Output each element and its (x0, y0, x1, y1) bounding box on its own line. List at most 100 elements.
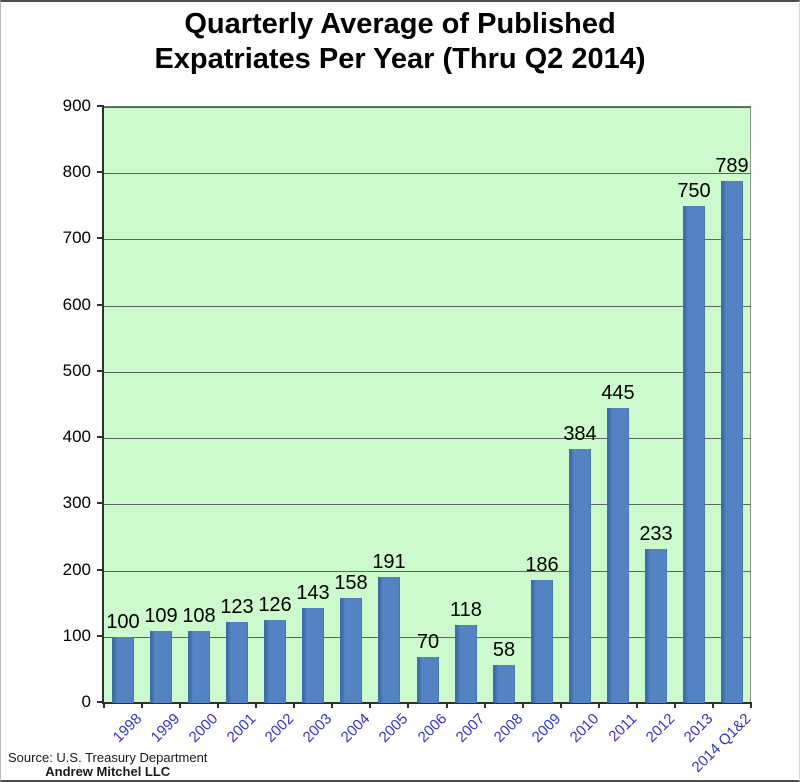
plot-inner: 100 109 108 123 126 143 158 191 70 118 58 186 384 445… (104, 107, 751, 703)
bar-2001 (226, 622, 248, 703)
x-tick-mark-0 (103, 702, 105, 708)
bar-2002 (264, 620, 286, 703)
x-axis-label-1998: 1998 (109, 710, 146, 746)
x-tick-mark-12 (560, 702, 562, 708)
y-axis-label-800: 800 (62, 162, 91, 181)
x-axis-label-2009: 2009 (528, 710, 565, 746)
x-tick-mark-7 (369, 702, 371, 708)
value-label-2014-q1&2: 789 (715, 155, 749, 177)
y-axis-label-200: 200 (62, 560, 91, 579)
source-line-1: Source: U.S. Treasury Department (8, 750, 208, 765)
bar-2003 (302, 608, 324, 703)
bar-1998 (112, 637, 134, 703)
x-axis-label-2011: 2011 (605, 710, 641, 746)
x-axis-label-2012: 2012 (642, 710, 679, 746)
x-axis-label-2006: 2006 (414, 710, 451, 746)
bar-2012 (645, 549, 667, 703)
x-axis-label-2003: 2003 (299, 710, 336, 746)
bar-2008 (493, 665, 515, 703)
y-tick-mark-400 (97, 436, 104, 438)
y-axis-label-700: 700 (62, 228, 91, 247)
value-label-2009: 186 (525, 554, 559, 576)
x-tick-mark-5 (293, 702, 295, 708)
bar-2013 (683, 206, 705, 703)
y-axis-label-600: 600 (62, 295, 91, 314)
y-axis-label-400: 400 (62, 427, 91, 446)
value-label-2010: 384 (563, 423, 597, 445)
bar-2005 (378, 577, 400, 703)
x-axis-label-2010: 2010 (566, 710, 603, 746)
value-label-2006: 70 (416, 631, 440, 653)
gridline-700 (104, 239, 751, 241)
y-tick-mark-700 (97, 237, 104, 239)
value-label-2013: 750 (677, 180, 711, 202)
bar-2014-q1&2 (721, 181, 743, 703)
bar-2007 (455, 625, 477, 703)
x-tick-mark-2 (179, 702, 181, 708)
y-tick-mark-800 (97, 171, 104, 173)
value-label-2005: 191 (372, 551, 406, 573)
y-tick-mark-600 (97, 304, 104, 306)
x-tick-mark-17 (750, 702, 752, 708)
x-axis-label-2000: 2000 (185, 710, 222, 746)
bar-2011 (607, 408, 629, 703)
gridline-200 (104, 570, 751, 572)
x-axis-label-1999: 1999 (147, 710, 184, 746)
x-tick-mark-1 (141, 702, 143, 708)
y-tick-mark-0 (97, 701, 104, 703)
bar-2004 (340, 598, 362, 703)
x-axis-label-2004: 2004 (337, 710, 374, 746)
value-label-2000: 108 (182, 605, 216, 627)
y-tick-mark-500 (97, 370, 104, 372)
value-label-2002: 126 (258, 594, 292, 616)
x-tick-mark-4 (255, 702, 257, 708)
source-line-2: Andrew Mitchel LLC (45, 764, 171, 779)
gridline-400 (104, 438, 751, 440)
y-axis-label-0: 0 (81, 692, 91, 711)
y-tick-mark-300 (97, 502, 104, 504)
x-tick-mark-9 (446, 702, 448, 708)
value-label-2011: 445 (601, 382, 635, 404)
value-label-2012: 233 (639, 523, 673, 545)
plot-area: 100 109 108 123 126 143 158 191 70 118 58 186 384 445… (102, 106, 751, 704)
x-tick-mark-15 (674, 702, 676, 708)
x-tick-mark-11 (522, 702, 524, 708)
value-label-2004: 158 (334, 572, 368, 594)
chart-title: Quarterly Average of Published Expatriat… (154, 8, 646, 75)
value-label-2001: 123 (220, 596, 254, 618)
x-axis-label-2005: 2005 (375, 710, 412, 746)
x-axis-label-2001: 2001 (223, 710, 260, 746)
value-label-1998: 100 (106, 611, 140, 633)
x-tick-mark-10 (484, 702, 486, 708)
y-tick-mark-900 (97, 105, 104, 107)
value-label-2008: 58 (492, 639, 516, 661)
x-tick-mark-16 (712, 702, 714, 708)
gridline-100 (104, 636, 751, 638)
x-tick-mark-6 (331, 702, 333, 708)
y-axis-label-100: 100 (62, 626, 91, 645)
y-axis-label-300: 300 (62, 493, 91, 512)
y-tick-mark-100 (97, 635, 104, 637)
x-axis-label-2007: 2007 (452, 710, 489, 746)
gridline-900 (104, 107, 751, 108)
bar-2009 (531, 580, 553, 703)
y-axis-label-500: 500 (62, 361, 91, 380)
bar-1999 (150, 631, 172, 703)
bar-2006 (417, 657, 439, 703)
bar-2010 (569, 449, 591, 703)
bar-2000 (188, 631, 210, 703)
source-note: Source: U.S. Treasury Department Andrew … (8, 751, 207, 779)
gridline-500 (104, 371, 751, 373)
x-tick-mark-8 (407, 702, 409, 708)
y-axis-label-900: 900 (62, 96, 91, 115)
gridline-300 (104, 504, 751, 506)
gridline-600 (104, 305, 751, 307)
value-label-1999: 109 (144, 605, 178, 627)
x-tick-mark-3 (217, 702, 219, 708)
value-label-2007: 118 (450, 599, 482, 621)
x-axis-label-2008: 2008 (490, 710, 527, 746)
x-axis-label-2002: 2002 (261, 710, 298, 746)
value-label-2003: 143 (296, 582, 330, 604)
x-tick-mark-13 (598, 702, 600, 708)
